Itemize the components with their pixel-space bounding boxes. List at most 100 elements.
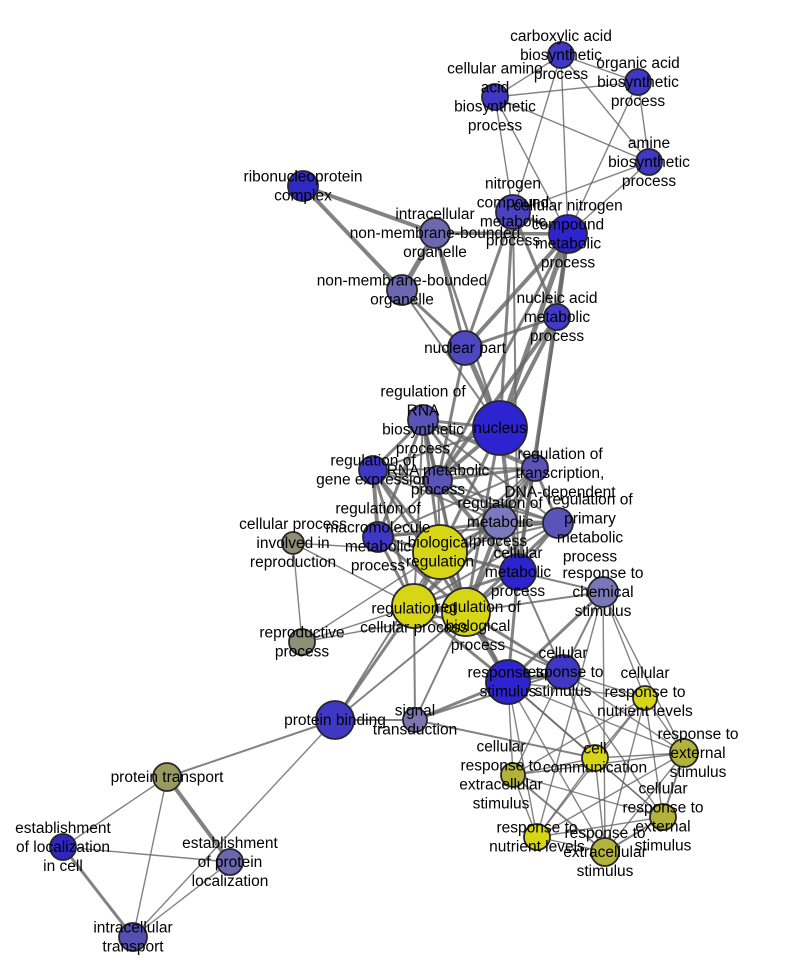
node-ribo[interactable] [287,170,319,202]
node-respnutrient[interactable] [523,823,551,851]
edge-estloccell-estprotloc [62,846,231,863]
edge-carboxylic-cellnitrogen [560,54,569,235]
edge-cellcomm-respnutrient [536,757,596,838]
edge-respstim-respnutrient [507,681,538,838]
nodes-layer [49,41,699,952]
edge-regrna-regprimary [422,419,559,524]
edge-regtrans-regbiolproc [464,467,537,613]
node-cellrespextracell[interactable] [500,762,526,788]
node-respextracell[interactable] [590,837,620,867]
edge-cellrespstim-signaltrans [414,671,564,721]
edge-cellrespstim-cellrespextracell [512,671,564,776]
node-proteinbinding[interactable] [315,700,355,740]
edge-cellrespnutrient-respextracell [604,697,646,853]
node-cellrespexternal[interactable] [649,803,677,831]
node-cellprocrepro[interactable] [281,531,305,555]
edge-proteintransport-intracelltransport [132,776,168,938]
node-proteintransport[interactable] [152,762,182,792]
node-intnmbo[interactable] [419,217,451,249]
edge-organicacid-cellnitrogen [567,81,639,235]
edge-respexternal-respextracell [604,752,685,853]
edge-nuclearpart-cellnitrogen [463,232,570,350]
edge-cellnitrogen-nucleus [497,233,571,429]
edge-regbiolproc-proteinbinding [334,611,467,721]
edge-regtrans-reggeneexpr [372,467,536,471]
edge-respstim-cellrespnutrient [507,681,646,699]
edge-cellamino-cellnitrogen [494,96,569,235]
edge-nitrogen-nucleus [498,211,515,429]
node-intracelltransport[interactable] [118,922,148,952]
edge-proteintransport-estloccell [62,776,168,848]
edge-regcellproc-proteinbinding [333,605,416,721]
edge-cellamino-nitrogen [494,96,514,213]
node-cellrespnutrient[interactable] [632,685,658,711]
edge-proteinbinding-proteintransport [166,719,336,778]
node-amine[interactable] [635,148,663,176]
edge-regrna-regcellproc [413,419,424,607]
node-regprimary[interactable] [542,507,574,539]
node-regtrans[interactable] [521,454,549,482]
node-regrna[interactable] [407,404,439,436]
node-biolreg[interactable] [412,524,468,580]
node-nucleicacid[interactable] [543,303,571,331]
edge-cellrespstim-cellrespexternal [562,671,664,818]
edge-respstim-respextracell [507,681,606,853]
edge-cellcomm-respextracell [594,757,606,853]
labels-layer: carboxylic acid biosynthetic processorgani… [15,28,738,956]
edge-cellrespextracell-cellrespexternal [512,774,664,818]
node-rnametab[interactable] [423,465,453,495]
node-cellnitrogen[interactable] [548,214,588,254]
edge-cellcomm-signaltrans [414,719,596,759]
node-estprotloc[interactable] [216,848,244,876]
node-cellmetab[interactable] [499,553,537,591]
node-nmbo[interactable] [386,274,418,306]
edge-intnmbo-cellnitrogen [434,231,569,236]
node-respchem[interactable] [587,576,619,608]
edges-layer [61,54,685,938]
edge-respchem-respexternal [602,591,685,754]
edge-intnmbo-nuclearpart [433,232,467,349]
edge-carboxylic-amine [560,54,650,163]
edge-ribo-nmbo [301,184,404,292]
node-cellamino[interactable] [481,83,509,111]
edge-cellprocrepro-reproductive [292,542,303,643]
edge-respstim-respexternal [507,681,685,754]
node-estloccell[interactable] [49,833,77,861]
node-cellcomm[interactable] [581,744,609,772]
node-regmetab[interactable] [482,504,518,540]
node-organicacid[interactable] [624,68,652,96]
edge-cellrespnutrient-cellrespextracell [512,697,646,776]
node-nuclearpart[interactable] [447,330,483,366]
edge-ribo-intnmbo [302,184,436,235]
node-regmacro[interactable] [362,521,394,553]
edge-proteintransport-estprotloc [165,775,232,864]
edge-respchem-respnutrient [536,591,604,838]
edge-rnametab-regprimary [437,479,559,524]
node-nitrogen[interactable] [495,194,531,230]
node-nucleus[interactable] [472,400,528,456]
node-respstim[interactable] [485,659,531,705]
node-carboxylic[interactable] [547,41,575,69]
node-regbiolproc[interactable] [441,587,491,637]
edge-respchem-cellrespnutrient [602,591,646,699]
node-reggeneexpr[interactable] [358,455,388,485]
node-reproductive[interactable] [288,628,316,656]
node-signaltrans[interactable] [402,707,428,733]
edge-nuclearpart-nitrogen [463,211,515,349]
node-regcellproc[interactable] [391,583,437,629]
edge-regbiolproc-reproductive [301,611,467,643]
node-respexternal[interactable] [669,738,699,768]
edge-reggeneexpr-regmetab [372,469,501,523]
edge-cellnitrogen-cellmetab [516,233,570,573]
edge-carboxylic-nitrogen [512,54,562,213]
edge-respexternal-respnutrient [536,752,685,838]
edge-cellrespextracell-respextracell [512,774,606,853]
edge-regtrans-rnametab [437,466,536,482]
node-cellrespstim[interactable] [545,654,581,690]
edge-proteinbinding-intracelltransport [132,719,336,938]
edge-amine-nitrogen [512,161,650,213]
edge-reggeneexpr-regprimary [372,469,559,524]
edge-regrna-regmetab [421,419,502,523]
